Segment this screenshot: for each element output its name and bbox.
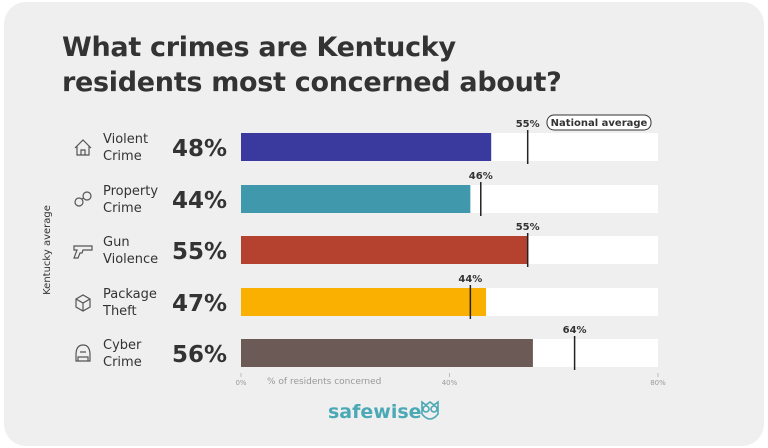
gun-icon <box>73 245 93 259</box>
kentucky-value-label: 47% <box>172 291 227 317</box>
kentucky-bar <box>241 185 471 213</box>
x-tick-label: 40% <box>442 379 458 387</box>
chart-card <box>4 2 764 446</box>
x-tick-label: 0% <box>235 379 246 387</box>
category-label: Package <box>103 287 157 302</box>
kentucky-bar <box>241 339 533 367</box>
category-label: Violence <box>103 252 158 267</box>
handcuffs-icon <box>74 191 92 207</box>
national-value-label: 55% <box>516 119 540 130</box>
kentucky-value-label: 48% <box>172 136 227 162</box>
category-label: Crime <box>103 201 142 216</box>
x-tick-label: 80% <box>650 379 666 387</box>
national-value-label: 64% <box>563 325 587 336</box>
category-label: Theft <box>102 304 137 319</box>
title-line-2: residents most concerned about? <box>62 67 562 98</box>
house-icon <box>74 139 92 156</box>
category-label: Gun <box>103 235 130 250</box>
legend-label: National average <box>551 118 648 129</box>
chart-title: What crimes are Kentucky residents most … <box>62 30 562 100</box>
kentucky-value-label: 55% <box>172 239 227 265</box>
legend-badge <box>546 114 652 131</box>
package-icon <box>75 294 91 312</box>
owl-icon <box>421 400 439 420</box>
national-value-label: 55% <box>516 222 540 233</box>
kentucky-value-label: 56% <box>172 342 227 368</box>
national-value-label: 44% <box>458 274 482 285</box>
title-line-1: What crimes are Kentucky <box>62 32 456 63</box>
category-label: Crime <box>103 149 142 164</box>
kentucky-bar <box>241 133 492 161</box>
kentucky-bar <box>241 236 528 264</box>
national-value-label: 46% <box>469 171 493 182</box>
hacker-icon <box>75 344 91 362</box>
y-axis-label: Kentucky average <box>42 205 53 295</box>
safewise-logo: safewise <box>328 401 422 423</box>
x-axis-label: % of residents concerned <box>267 377 381 387</box>
category-label: Cyber <box>103 338 142 353</box>
category-label: Violent <box>103 132 148 147</box>
category-label: Property <box>103 184 158 199</box>
kentucky-bar <box>241 288 486 316</box>
kentucky-value-label: 44% <box>172 188 227 214</box>
category-label: Crime <box>103 355 142 370</box>
